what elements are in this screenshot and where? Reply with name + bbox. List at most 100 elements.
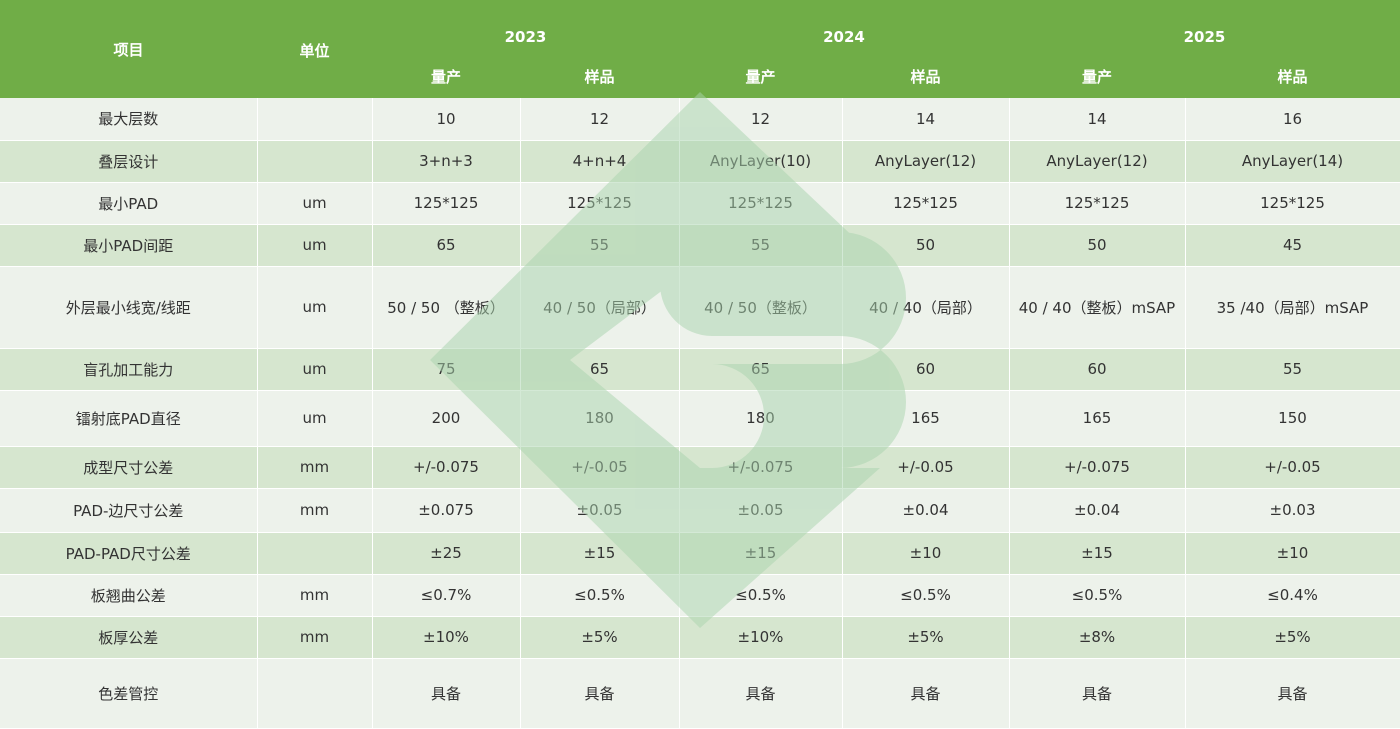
row-value: 55: [1185, 348, 1400, 391]
row-unit: [257, 140, 373, 183]
row-value: 3+n+3: [372, 140, 521, 183]
header-year-2023: 2023: [372, 0, 679, 60]
row-value: 125*125: [372, 182, 521, 225]
row-value: ±25: [372, 532, 521, 575]
row-value: 125*125: [520, 182, 680, 225]
row-value: ±15: [1009, 532, 1186, 575]
row-value: ±10%: [372, 616, 521, 659]
table-row: 外层最小线宽/线距 um 50 / 50 （整板） 40 / 50（局部） 40 / 5…: [0, 266, 1400, 349]
row-unit: mm: [257, 446, 373, 489]
table-row: 板厚公差 mm ±10% ±5% ±10% ±5% ±8% ±5%: [0, 616, 1400, 659]
table-row: 最小PAD um 125*125 125*125 125*125 125*125 125*1…: [0, 182, 1400, 225]
table-row: 盲孔加工能力 um 75 65 65 60 60 55: [0, 348, 1400, 391]
row-value: ±5%: [842, 616, 1010, 659]
row-value: ≤0.5%: [842, 574, 1010, 617]
header-year-2025: 2025: [1009, 0, 1400, 60]
table-row: 镭射底PAD直径 um 200 180 180 165 165 150: [0, 390, 1400, 447]
row-unit: um: [257, 224, 373, 267]
header-sub: 量产: [372, 60, 520, 98]
row-unit: um: [257, 182, 373, 225]
header-sub: 样品: [1185, 60, 1400, 98]
row-value: 4+n+4: [520, 140, 680, 183]
row-name: PAD-边尺寸公差: [0, 488, 258, 533]
row-name: 盲孔加工能力: [0, 348, 258, 391]
row-unit: um: [257, 266, 373, 349]
header-sub: 样品: [520, 60, 679, 98]
row-value: 125*125: [1185, 182, 1400, 225]
header-sub: 样品: [842, 60, 1009, 98]
row-unit: [257, 98, 373, 141]
row-value: 125*125: [679, 182, 843, 225]
row-value: +/-0.05: [1185, 446, 1400, 489]
header-year-2024: 2024: [679, 0, 1009, 60]
row-value: 14: [842, 98, 1010, 141]
row-value: 165: [1009, 390, 1186, 447]
row-unit: mm: [257, 616, 373, 659]
table-row: PAD-边尺寸公差 mm ±0.075 ±0.05 ±0.05 ±0.04 ±0.04 ±0.…: [0, 488, 1400, 533]
table-row: 最小PAD间距 um 65 55 55 50 50 45: [0, 224, 1400, 267]
row-value: 16: [1185, 98, 1400, 141]
row-value: 50: [1009, 224, 1186, 267]
header-sub: 量产: [1009, 60, 1185, 98]
row-value: 40 / 50（整板）: [679, 266, 843, 349]
row-value: 180: [520, 390, 680, 447]
row-value: ±15: [520, 532, 680, 575]
row-value: 40 / 40（局部）: [842, 266, 1010, 349]
row-name: PAD-PAD尺寸公差: [0, 532, 258, 575]
table-row: 叠层设计 3+n+3 4+n+4 AnyLayer(10) AnyLayer(12) An…: [0, 140, 1400, 183]
row-value: ±0.04: [842, 488, 1010, 533]
row-value: 具备: [842, 658, 1010, 729]
table-header: 项目 单位 2023 2024 2025 量产 样品 量产 样品 量产 样品: [0, 0, 1400, 98]
row-unit: [257, 532, 373, 575]
row-value: ±5%: [1185, 616, 1400, 659]
row-value: ±15: [679, 532, 843, 575]
header-item: 项目: [0, 0, 257, 98]
row-value: 55: [679, 224, 843, 267]
row-name: 最大层数: [0, 98, 258, 141]
row-value: AnyLayer(12): [1009, 140, 1186, 183]
row-value: 65: [520, 348, 680, 391]
row-value: 具备: [1185, 658, 1400, 729]
row-value: +/-0.05: [520, 446, 680, 489]
row-value: ±0.075: [372, 488, 521, 533]
row-value: 12: [679, 98, 843, 141]
row-value: ≤0.4%: [1185, 574, 1400, 617]
row-value: ±10: [1185, 532, 1400, 575]
row-name: 叠层设计: [0, 140, 258, 183]
table-body: 最大层数 10 12 12 14 14 16 叠层设计 3+n+3 4+n+4 AnyLayer(1…: [0, 98, 1400, 729]
row-name: 板厚公差: [0, 616, 258, 659]
row-value: AnyLayer(14): [1185, 140, 1400, 183]
row-value: ≤0.7%: [372, 574, 521, 617]
row-value: 60: [1009, 348, 1186, 391]
row-value: +/-0.075: [372, 446, 521, 489]
row-name: 镭射底PAD直径: [0, 390, 258, 447]
row-value: ±5%: [520, 616, 680, 659]
row-value: 125*125: [1009, 182, 1186, 225]
row-value: ±0.05: [520, 488, 680, 533]
row-value: ≤0.5%: [679, 574, 843, 617]
header-unit: 单位: [257, 0, 372, 98]
row-value: 40 / 50（局部）: [520, 266, 680, 349]
table-row: 色差管控 具备 具备 具备 具备 具备 具备: [0, 658, 1400, 729]
row-value: 165: [842, 390, 1010, 447]
row-value: 65: [679, 348, 843, 391]
row-value: ±10%: [679, 616, 843, 659]
row-name: 最小PAD间距: [0, 224, 258, 267]
row-value: 35 /40（局部）mSAP: [1185, 266, 1400, 349]
table-row: PAD-PAD尺寸公差 ±25 ±15 ±15 ±10 ±15 ±10: [0, 532, 1400, 575]
row-value: 45: [1185, 224, 1400, 267]
row-value: ≤0.5%: [520, 574, 680, 617]
row-value: AnyLayer(10): [679, 140, 843, 183]
row-value: ±0.04: [1009, 488, 1186, 533]
row-value: 具备: [520, 658, 680, 729]
row-unit: mm: [257, 488, 373, 533]
row-value: 12: [520, 98, 680, 141]
row-value: ±10: [842, 532, 1010, 575]
row-unit: [257, 658, 373, 729]
row-name: 成型尺寸公差: [0, 446, 258, 489]
row-unit: um: [257, 390, 373, 447]
row-value: ±0.03: [1185, 488, 1400, 533]
table-row: 成型尺寸公差 mm +/-0.075 +/-0.05 +/-0.075 +/-0.05 +/…: [0, 446, 1400, 489]
row-value: 200: [372, 390, 521, 447]
